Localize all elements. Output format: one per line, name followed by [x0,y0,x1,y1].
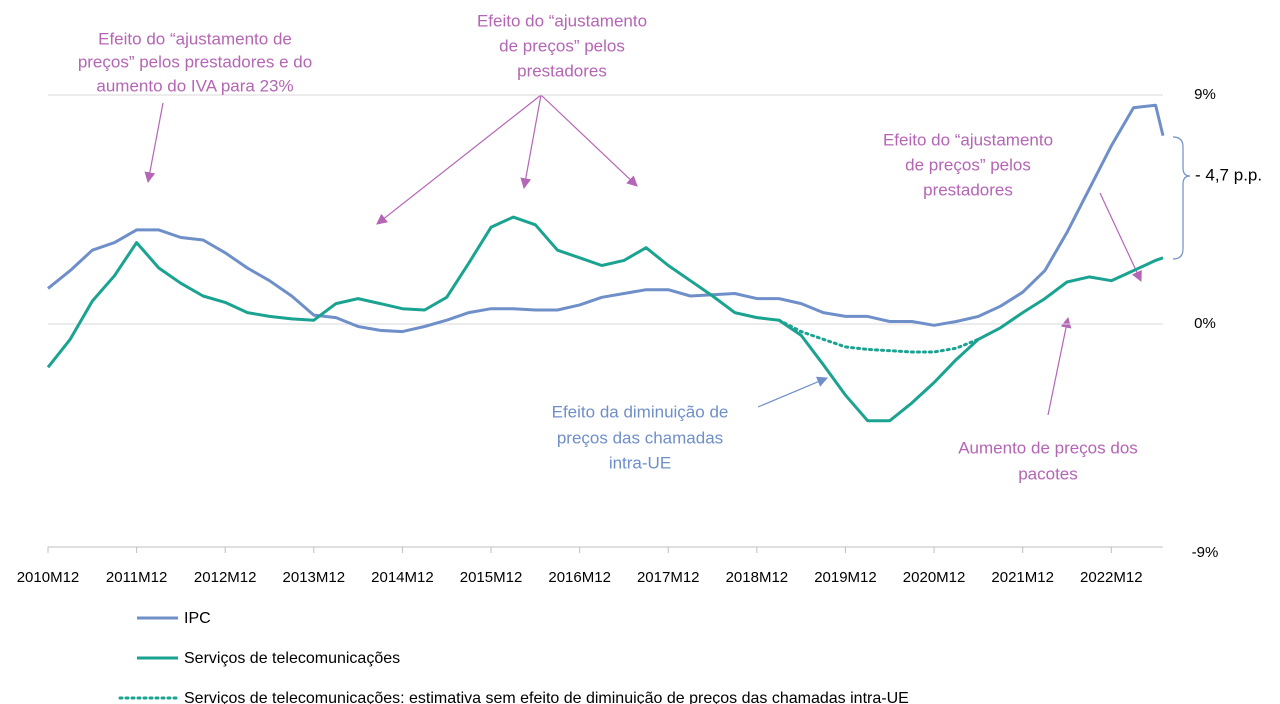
annotation: prestadores [923,180,1013,199]
x-tick-label: 2022M12 [1080,569,1143,586]
x-tick-label: 2017M12 [637,569,700,586]
y-tick-label: 0% [1194,315,1216,332]
arrow [144,102,164,184]
arrow [1099,192,1142,282]
annotation: Aumento de preços dos [958,438,1138,457]
legend-label: Serviços de telecomunicações [184,650,400,667]
arrow [1047,316,1072,416]
x-tick-label: 2019M12 [814,569,877,586]
bracket [1172,136,1191,260]
annotation: - 4,7 p.p. [1195,165,1262,184]
annotation: aumento do IVA para 23% [96,76,293,95]
legend-label: IPC [184,610,211,627]
annotation: Efeito da diminuição de [552,402,729,421]
arrow [520,94,542,190]
annotation: pacotes [1018,464,1078,483]
arrow [540,94,638,187]
annotation: preços” pelos prestadores e do [78,52,312,71]
series-line [777,318,980,354]
x-tick-label: 2012M12 [194,569,257,586]
legend-label: Serviços de telecomunicações: estimativa… [184,690,909,704]
annotation: de preços” pelos [905,155,1031,174]
x-tick-label: 2021M12 [991,569,1054,586]
x-tick-label: 2013M12 [283,569,346,586]
y-tick-label: -9% [1192,544,1219,561]
x-tick-label: 2011M12 [106,569,167,586]
arrows [144,94,1191,416]
annotation: de preços” pelos [499,36,625,55]
series-line [46,215,1164,423]
x-tick-label: 2016M12 [548,569,611,586]
x-tick-label: 2014M12 [371,569,434,586]
annotation: prestadores [517,61,607,80]
arrow [376,94,542,225]
arrow [757,376,828,408]
x-tick-label: 2018M12 [726,569,789,586]
y-tick-label: 9% [1194,86,1216,103]
x-tick-label: 2010M12 [17,569,80,586]
annotation: Efeito do “ajustamento [477,11,647,30]
annotation: preços das chamadas [557,428,723,447]
x-tick-label: 2020M12 [903,569,966,586]
x-tick-label: 2015M12 [460,569,523,586]
annotation: intra-UE [609,453,671,472]
series-line [47,103,1165,334]
annotation: Efeito do “ajustamento de [98,29,292,48]
annotation: Efeito do “ajustamento [883,130,1053,149]
